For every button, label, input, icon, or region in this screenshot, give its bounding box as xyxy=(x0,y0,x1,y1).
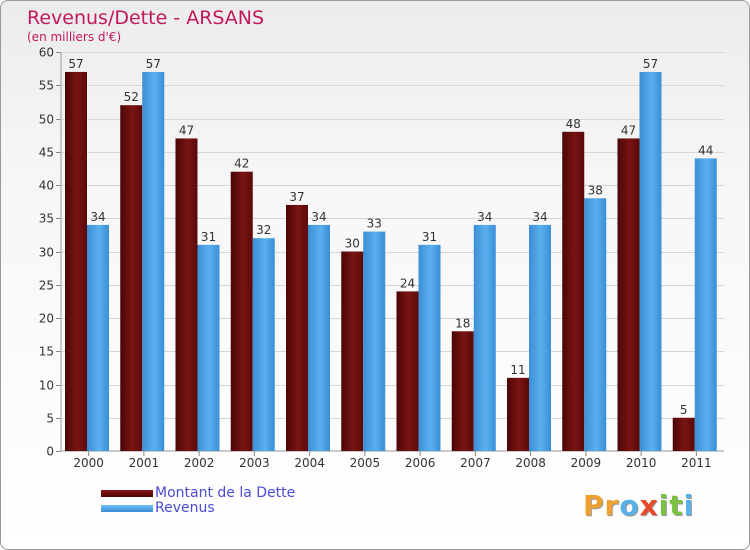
y-tick-label: 60 xyxy=(39,46,54,60)
data-label: 52 xyxy=(124,90,139,104)
y-tick-label: 30 xyxy=(39,246,54,260)
y-tick-label: 20 xyxy=(39,312,54,326)
data-label: 33 xyxy=(367,217,382,231)
bar-dette xyxy=(617,138,640,451)
bar-revenus xyxy=(142,71,165,451)
data-label: 31 xyxy=(201,230,216,244)
y-axis-ticks: 0 5 10 15 20 25 30 35 40 45 50 55 60 xyxy=(39,46,61,459)
bar-dette xyxy=(175,138,198,451)
data-label: 57 xyxy=(146,57,161,71)
x-tick-label: 2010 xyxy=(626,456,657,470)
bar-dette xyxy=(230,171,253,451)
bar-revenus xyxy=(252,238,275,451)
chart-title: Revenus/Dette - ARSANS xyxy=(27,7,265,29)
data-label: 24 xyxy=(400,276,415,290)
bar-revenus xyxy=(87,224,109,451)
bar-dette xyxy=(451,331,474,451)
y-tick-label: 50 xyxy=(39,113,54,127)
bar-dette xyxy=(286,204,308,451)
data-label: 42 xyxy=(234,157,249,171)
y-tick-label: 55 xyxy=(39,79,54,93)
x-tick-label: 2001 xyxy=(129,456,160,470)
y-tick-label: 35 xyxy=(39,212,54,226)
y-tick-label: 10 xyxy=(39,379,54,393)
data-label: 5 xyxy=(680,403,688,417)
bar-revenus xyxy=(639,71,662,451)
y-tick-label: 40 xyxy=(39,179,54,193)
bars xyxy=(65,71,717,452)
y-tick-label: 0 xyxy=(46,445,54,459)
chart-subtitle: (en milliers d'€) xyxy=(27,30,122,44)
bar-dette xyxy=(120,105,143,451)
legend-swatch-revenus xyxy=(101,505,153,512)
y-tick-label: 5 xyxy=(46,412,54,426)
bar-dette xyxy=(396,291,419,451)
y-tick-label: 45 xyxy=(39,146,54,160)
data-label: 57 xyxy=(643,57,658,71)
data-label: 47 xyxy=(621,123,636,137)
bar-dette xyxy=(65,71,87,451)
x-tick-label: 2005 xyxy=(350,456,381,470)
data-label: 34 xyxy=(532,210,547,224)
x-tick-label: 2002 xyxy=(184,456,215,470)
x-tick-label: 2007 xyxy=(460,456,491,470)
x-tick-label: 2004 xyxy=(294,456,325,470)
bar-revenus xyxy=(418,244,441,451)
bar-dette xyxy=(672,417,695,451)
bar-dette xyxy=(562,131,585,452)
bar-revenus xyxy=(363,231,386,451)
legend-label-dette: Montant de la Dette xyxy=(155,485,296,501)
bar-revenus xyxy=(308,224,330,451)
data-label: 34 xyxy=(311,210,326,224)
y-tick-label: 25 xyxy=(39,279,54,293)
bar-dette xyxy=(341,251,364,451)
data-label: 18 xyxy=(455,316,470,330)
x-tick-label: 2000 xyxy=(73,456,104,470)
bar-dette xyxy=(507,377,529,451)
data-label: 34 xyxy=(477,210,492,224)
proxiti-logo: Proxiti xyxy=(583,489,695,522)
bar-revenus xyxy=(694,158,717,451)
x-tick-label: 2011 xyxy=(681,456,712,470)
data-label: 11 xyxy=(510,363,525,377)
data-label: 44 xyxy=(698,143,713,157)
y-tick-label: 15 xyxy=(39,345,54,359)
x-tick-label: 2006 xyxy=(405,456,436,470)
data-label: 34 xyxy=(90,210,105,224)
data-label: 32 xyxy=(256,223,271,237)
bar-revenus xyxy=(197,244,220,451)
data-label: 31 xyxy=(422,230,437,244)
legend-swatch-dette xyxy=(101,490,153,497)
data-label: 48 xyxy=(566,117,581,131)
x-tick-label: 2008 xyxy=(515,456,546,470)
bar-revenus xyxy=(529,224,551,451)
bar-revenus xyxy=(473,224,496,451)
grid-lines xyxy=(60,52,724,452)
value-labels: 57 34 52 57 47 31 42 32 37 34 30 33 24 31 18 34 11 34 48 38… xyxy=(68,57,713,417)
x-axis-ticks: 2000 2001 2002 2003 2004 2005 2006 2007 2008 2009… xyxy=(73,451,712,470)
x-tick-label: 2009 xyxy=(571,456,602,470)
data-label: 38 xyxy=(588,183,603,197)
x-tick-label: 2003 xyxy=(239,456,270,470)
data-label: 57 xyxy=(68,57,83,71)
legend-label-revenus: Revenus xyxy=(155,500,215,516)
data-label: 47 xyxy=(179,123,194,137)
data-label: 37 xyxy=(289,190,304,204)
bar-revenus xyxy=(584,198,607,451)
data-label: 30 xyxy=(345,237,360,251)
